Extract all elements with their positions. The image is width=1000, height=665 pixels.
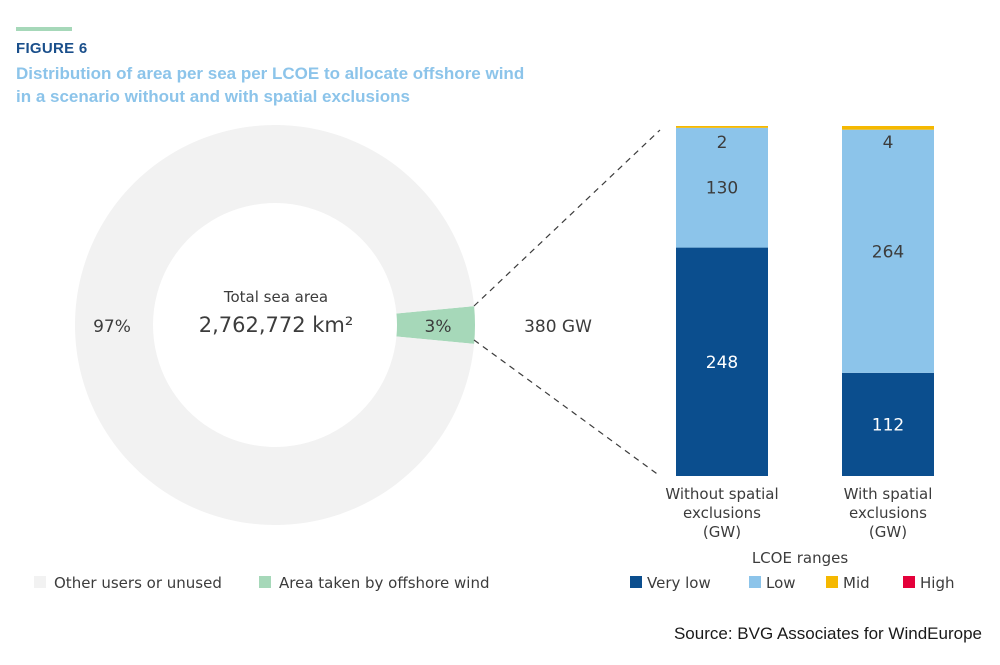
figure-title: Distribution of area per sea per LCOE to… [16,64,525,106]
callout-line-bottom [473,339,661,477]
bar-value-very-low-1: 248 [706,353,738,373]
bar-value-mid-2: 4 [883,133,894,153]
lcoe-legend: Very low Low Mid High [630,574,954,592]
legend-label-high: High [920,574,954,592]
bar-very-low-2 [842,372,934,476]
legend-item-mid: Mid [826,574,870,592]
bar-mid-1 [676,126,768,128]
bar-value-low-1: 130 [706,179,738,199]
category-label-2: With spatial exclusions (GW) [844,485,933,541]
legend-label-other-users: Other users or unused [54,574,222,592]
bar-low-1 [676,127,768,248]
bar-value-mid-1: 2 [717,133,728,153]
figure-label: FIGURE 6 [16,40,88,57]
legend-swatch-very-low [630,576,642,588]
donut-slice-area-taken-by-offshore-wind [396,306,475,344]
donut-center-value: 2,762,772 km² [199,313,354,337]
legend-label-mid: Mid [843,574,870,592]
slice-label-other: 97% [93,317,131,337]
legend-label-very-low: Very low [647,574,711,592]
donut-slice-other-users-or-unused [74,124,475,525]
legend-swatch-low [749,576,761,588]
stacked-bar-chart: 248 130 2 112 264 4 [676,126,934,476]
legend-swatch-offshore-wind [259,576,271,588]
bar-category-labels: Without spatial exclusions (GW) With spatia… [665,485,932,541]
donut-center-label: Total sea area [223,288,328,306]
slice-label-offshore: 3% [425,317,452,337]
bar-very-low-1 [676,247,768,476]
category-label-1: Without spatial exclusions (GW) [665,485,778,541]
legend-item-other-users: Other users or unused [34,574,222,592]
legend-swatch-high [903,576,915,588]
legend-label-low: Low [766,574,796,592]
legend-swatch-mid [826,576,838,588]
legend-item-offshore-wind: Area taken by offshore wind [259,574,490,592]
source-note: Source: BVG Associates for WindEurope [673,624,982,643]
callout-line-top [473,129,661,307]
legend-swatch-other-users [34,576,46,588]
legend-item-high: High [903,574,954,592]
bar-value-low-2: 264 [872,242,904,262]
legend-title: LCOE ranges [752,549,848,567]
legend-item-low: Low [749,574,796,592]
callout-value: 380 GW [524,317,592,337]
bar-low-2 [842,129,934,373]
accent-bar [16,27,72,31]
legend-item-very-low: Very low [630,574,711,592]
legend-label-offshore-wind: Area taken by offshore wind [279,574,490,592]
bar-value-very-low-2: 112 [872,415,904,435]
donut-chart [74,124,475,525]
bar-mid-2 [842,126,934,130]
